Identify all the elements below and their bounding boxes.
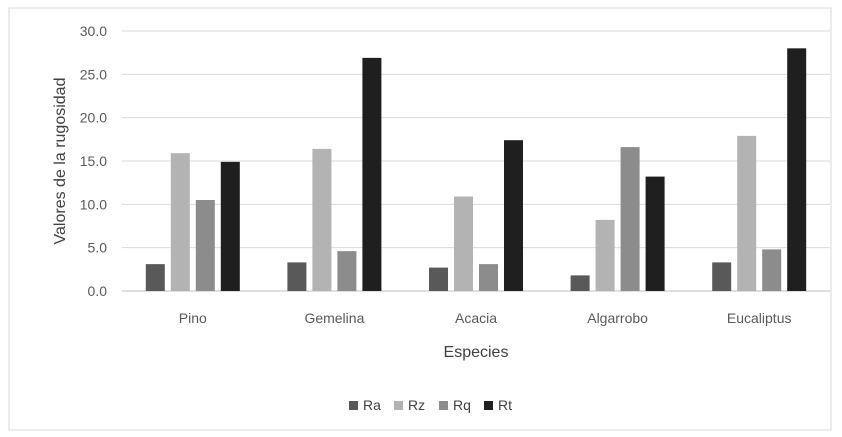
legend-swatch-rz <box>394 401 403 410</box>
x-axis-title: Especies <box>444 344 509 361</box>
y-tick-label: 10.0 <box>80 196 107 212</box>
legend-swatch-ra <box>349 401 358 410</box>
legend-label-rt: Rt <box>498 397 512 413</box>
bar-rq <box>479 264 498 291</box>
legend-swatch-rt <box>484 401 493 410</box>
bar-rz <box>454 196 473 291</box>
x-tick-label: Eucaliptus <box>727 310 792 326</box>
bar-rt <box>645 176 665 291</box>
y-tick-label: 15.0 <box>80 153 107 169</box>
x-tick-label: Gemelina <box>304 310 364 326</box>
chart-frame <box>8 7 832 431</box>
bar-rt <box>362 57 382 291</box>
bar-rz <box>595 219 615 291</box>
bar-rq <box>620 147 640 291</box>
bars <box>145 48 807 292</box>
y-tick-label: 30.0 <box>80 23 107 39</box>
x-tick-label: Acacia <box>455 310 497 326</box>
bar-rq <box>762 249 782 291</box>
y-axis-title: Valores de la rugosidad <box>52 78 69 245</box>
bar-rq <box>195 200 215 291</box>
bar-ra <box>429 267 448 291</box>
y-tick-label: 0.0 <box>88 283 108 299</box>
bar-ra <box>712 262 732 291</box>
y-tick-label: 20.0 <box>80 110 107 126</box>
bar-ra <box>145 264 165 291</box>
legend-swatch-rq <box>439 401 448 410</box>
legend: Ra Rz Rq Rt <box>349 397 512 413</box>
bar-rz <box>312 148 332 291</box>
y-tick-label: 25.0 <box>80 66 107 82</box>
legend-label-rq: Rq <box>453 397 471 413</box>
x-tick-label: Pino <box>179 310 207 326</box>
bar-ra <box>570 275 590 291</box>
legend-label-rz: Rz <box>408 397 425 413</box>
y-tick-label: 5.0 <box>88 240 108 256</box>
y-axis-ticks: 0.0 5.0 10.0 15.0 20.0 25.0 30.0 <box>80 23 107 299</box>
gridlines <box>122 30 830 292</box>
bar-rt <box>504 140 523 291</box>
x-tick-label: Algarrobo <box>587 310 648 326</box>
bar-rt <box>220 161 240 291</box>
bar-rz <box>170 153 190 291</box>
bar-rz <box>737 135 757 291</box>
legend-label-ra: Ra <box>363 397 381 413</box>
bar-rt <box>787 48 807 292</box>
x-axis-ticks: Pino Gemelina Acacia Algarrobo Eucaliptus <box>179 310 792 326</box>
bar-rq <box>337 251 357 291</box>
bar-ra <box>287 262 307 291</box>
